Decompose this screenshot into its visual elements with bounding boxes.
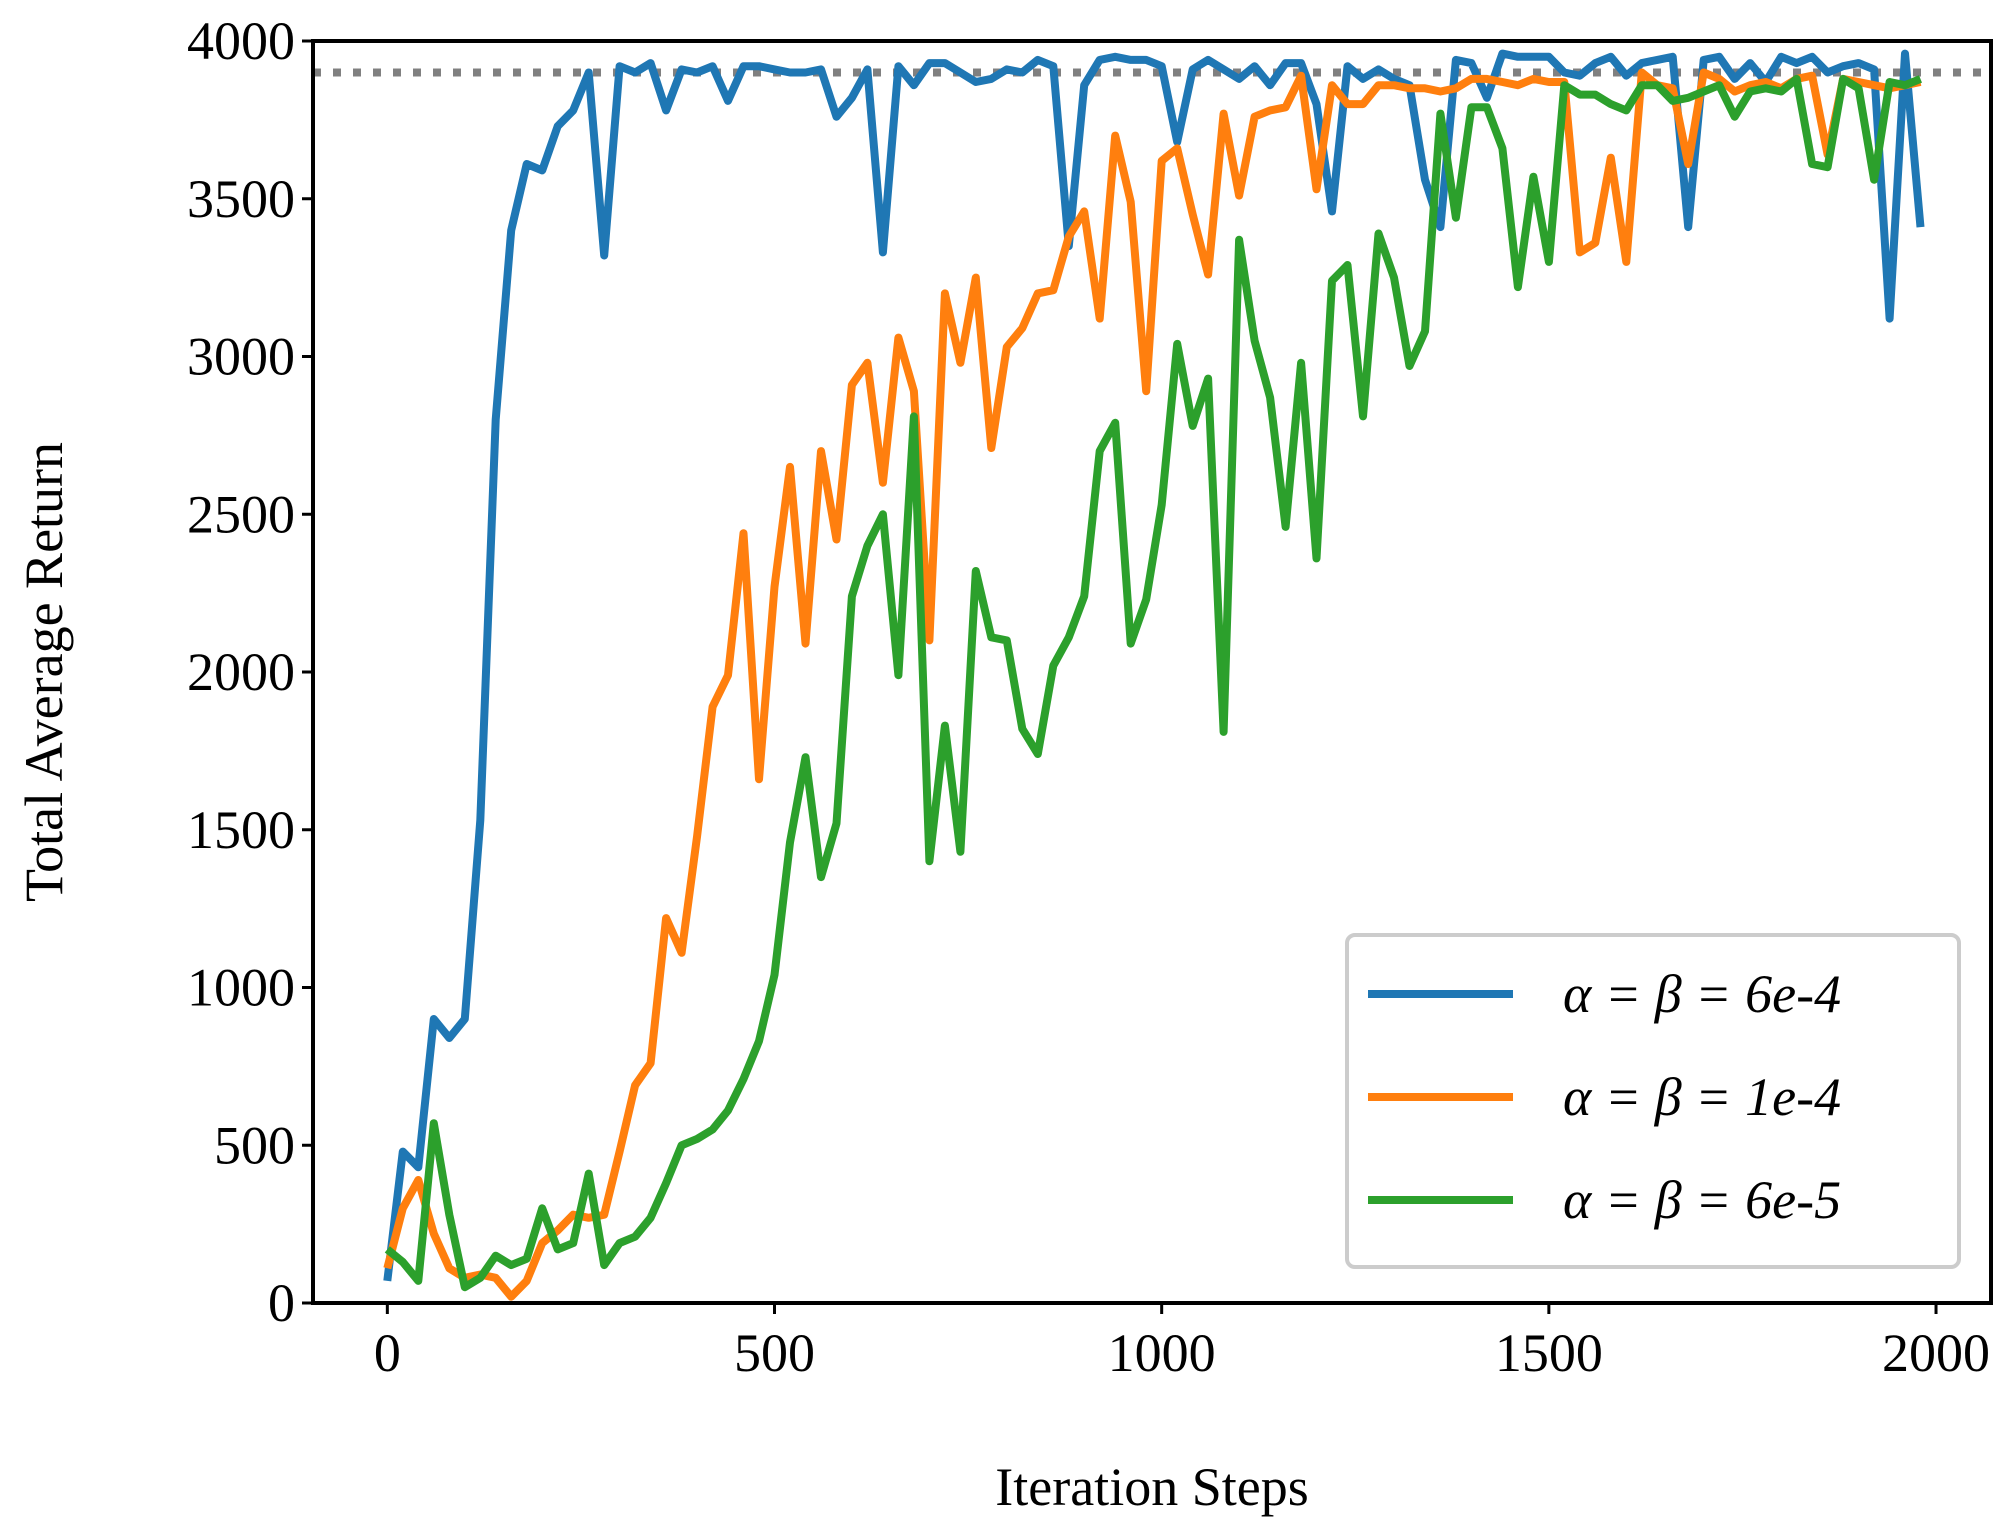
y-tick-label: 2000 [187, 642, 295, 702]
y-tick-label: 0 [268, 1273, 295, 1333]
x-tick-label: 0 [374, 1323, 401, 1383]
y-tick-label: 2500 [187, 484, 295, 544]
series-line [384, 74, 1923, 1292]
legend-label: α = β = 6e-4 [1563, 964, 1841, 1024]
y-tick-label: 3000 [187, 327, 295, 387]
x-tick-label: 1500 [1495, 1323, 1603, 1383]
y-tick-label: 1500 [187, 800, 295, 860]
y-tick-label: 4000 [187, 11, 295, 71]
series-line [383, 49, 1925, 1282]
x-tick-label: 500 [734, 1323, 815, 1383]
legend-label: α = β = 6e-5 [1563, 1170, 1841, 1230]
x-tick-label: 2000 [1882, 1323, 1990, 1383]
x-axis-label: Iteration Steps [995, 1457, 1308, 1517]
y-tick-label: 500 [214, 1115, 295, 1175]
y-tick-label: 3500 [187, 169, 295, 229]
legend-label: α = β = 1e-4 [1563, 1067, 1841, 1127]
y-tick-label: 1000 [187, 958, 295, 1018]
legend-box [1345, 933, 1961, 1269]
series-line [383, 68, 1922, 1301]
y-axis-label: Total Average Return [14, 442, 74, 902]
x-tick-label: 1000 [1108, 1323, 1216, 1383]
